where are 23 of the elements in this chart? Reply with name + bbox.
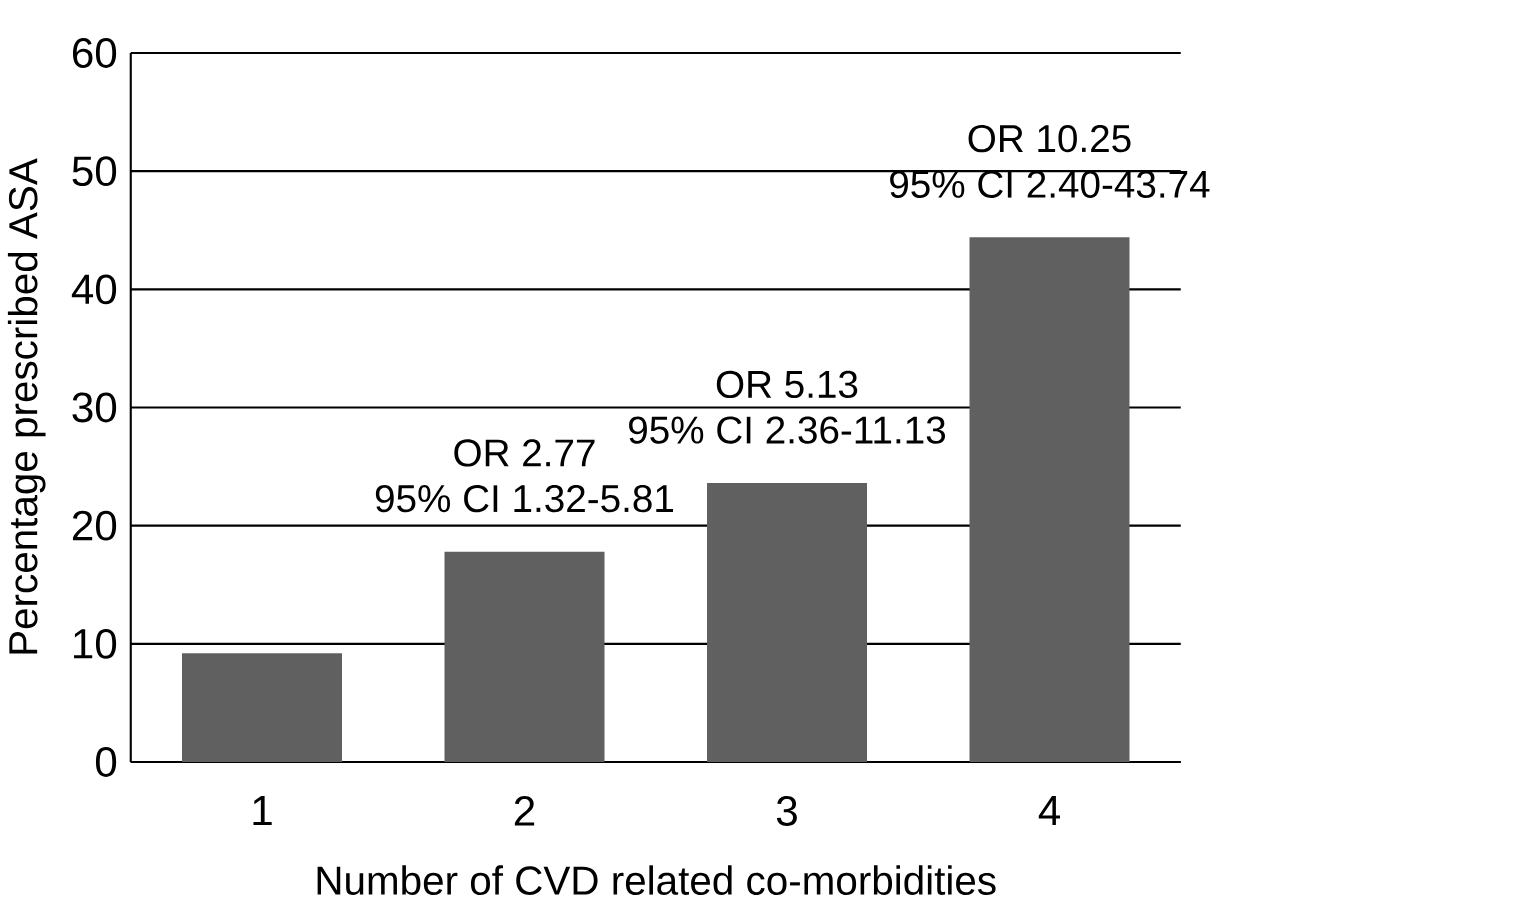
annotation: 95% CI 2.40-43.74 xyxy=(890,170,1210,198)
bar xyxy=(707,483,867,762)
annotation: OR 2.77 xyxy=(454,439,595,467)
y-tick-label: 40 xyxy=(71,274,117,305)
bar xyxy=(969,237,1130,762)
x-tick-label: 3 xyxy=(776,796,797,826)
annotation: OR 10.25 xyxy=(968,124,1131,153)
annotation: OR 5.13 xyxy=(716,370,858,399)
x-tick-label: 4 xyxy=(1038,796,1060,826)
bar xyxy=(444,551,605,762)
x-tick-label: 2 xyxy=(514,796,535,826)
bar xyxy=(182,653,343,762)
y-tick-label: 30 xyxy=(72,392,117,423)
y-tick-label: 10 xyxy=(74,628,117,659)
annotation: 95% CI 2.36-11.13 xyxy=(629,416,946,444)
y-tick-label: 50 xyxy=(72,156,117,187)
y-axis-title: Percentage prescribed ASA xyxy=(7,158,46,654)
y-tick-label: 20 xyxy=(72,510,117,541)
annotation: 95% CI 1.32-5.81 xyxy=(375,484,673,513)
x-axis-title: Number of CVD related co-morbidities xyxy=(317,865,996,895)
x-tick-label: 1 xyxy=(253,796,272,826)
y-tick-label: 60 xyxy=(73,38,117,68)
y-tick-label: 0 xyxy=(95,747,117,777)
